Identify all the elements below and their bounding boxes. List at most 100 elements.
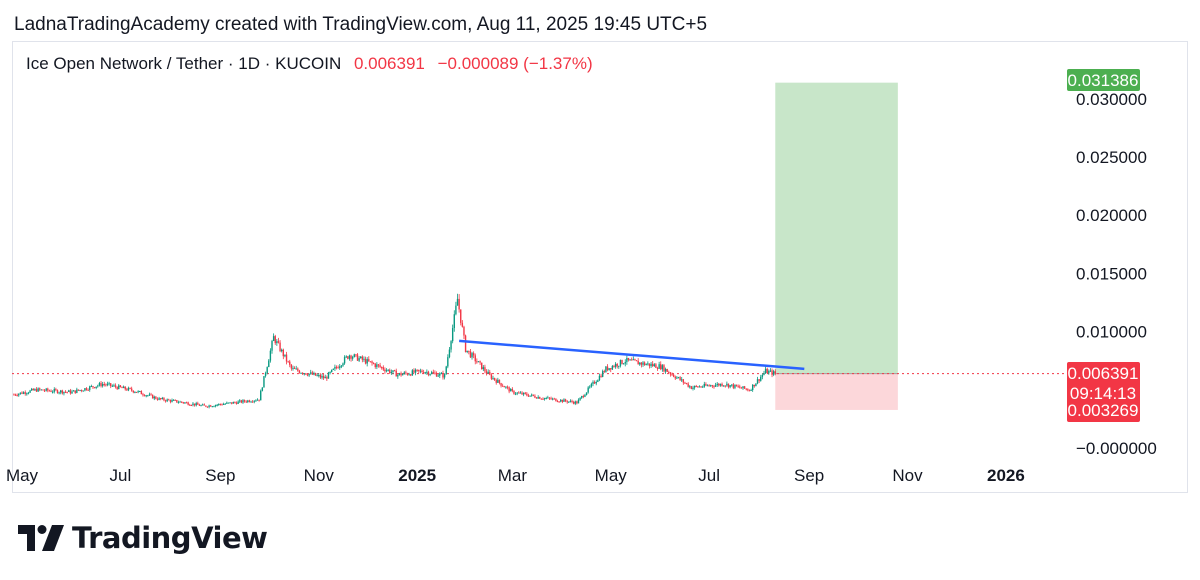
candle-body xyxy=(737,386,739,388)
candle-body xyxy=(118,385,120,390)
candle-body xyxy=(598,375,601,381)
candle-body xyxy=(742,386,744,389)
candle-body xyxy=(174,399,176,401)
candle-body xyxy=(48,390,51,392)
candle-body xyxy=(664,368,667,372)
candle-body xyxy=(734,384,736,388)
candle-body xyxy=(124,386,126,390)
candle-body xyxy=(547,397,549,399)
stop-zone[interactable] xyxy=(775,373,898,410)
candle-body xyxy=(411,370,414,376)
candle-body xyxy=(729,385,731,388)
x-tick-label: Nov xyxy=(304,466,335,485)
candle-body xyxy=(363,358,365,360)
candle-body xyxy=(113,385,115,387)
candle-body xyxy=(542,398,544,400)
candle-body xyxy=(587,387,589,393)
candle-body xyxy=(361,356,364,360)
candle-body xyxy=(193,403,196,406)
candle-body xyxy=(627,357,630,361)
candle-body xyxy=(421,370,423,373)
candle-body xyxy=(100,383,102,387)
candle-body xyxy=(434,372,436,374)
candle-body xyxy=(492,377,494,379)
candle-body xyxy=(451,328,454,342)
candle-body xyxy=(682,379,685,383)
candle-body xyxy=(440,373,443,375)
candle-body xyxy=(443,374,446,378)
candle-body xyxy=(16,395,18,397)
candle-body xyxy=(503,386,505,388)
candle-body xyxy=(569,400,572,402)
candle-body xyxy=(469,351,472,358)
candle-body xyxy=(135,391,138,393)
candle-body xyxy=(171,400,173,402)
candle-body xyxy=(37,388,39,392)
target-zone[interactable] xyxy=(775,82,898,374)
candle-body xyxy=(380,366,383,368)
candle-body xyxy=(74,390,76,393)
candle-body xyxy=(314,372,317,376)
candle-body xyxy=(69,390,72,394)
candle-body xyxy=(89,386,91,390)
candle-body xyxy=(182,402,184,404)
candle-body xyxy=(661,365,664,370)
candle-body xyxy=(389,369,391,373)
candle-body xyxy=(82,390,84,392)
candle-body xyxy=(545,398,547,400)
candle-body xyxy=(360,356,362,359)
candle-body xyxy=(485,371,488,374)
candle-body xyxy=(379,365,381,367)
candle-body xyxy=(347,356,349,359)
candle-body xyxy=(635,360,638,362)
candle-body xyxy=(95,386,97,388)
candle-body xyxy=(431,372,433,374)
candle-body xyxy=(187,402,189,405)
candle-body xyxy=(298,370,301,373)
candle-body xyxy=(679,377,681,381)
candle-body xyxy=(568,401,570,403)
candle-body xyxy=(285,354,288,362)
candle-body xyxy=(35,389,38,392)
candle-body xyxy=(51,391,54,393)
candle-body xyxy=(524,392,526,394)
candle-body xyxy=(651,363,654,367)
candle-body xyxy=(305,373,307,375)
candle-body xyxy=(526,393,528,396)
resistance-trendline[interactable] xyxy=(459,339,805,371)
candle-body xyxy=(279,342,281,352)
candle-body xyxy=(316,375,318,377)
candle-body xyxy=(184,402,186,404)
tradingview-logo[interactable]: TradingView xyxy=(18,518,268,558)
candle-body xyxy=(493,377,496,380)
candle-body xyxy=(177,402,180,404)
candles xyxy=(13,293,776,409)
candle-body xyxy=(677,377,680,379)
candle-body xyxy=(666,368,668,372)
candle-body xyxy=(458,298,460,310)
candle-body xyxy=(180,401,183,403)
candle-body xyxy=(301,372,304,374)
symbol-legend[interactable]: Ice Open Network / Tether · 1D · KUCOIN … xyxy=(26,54,593,74)
chart-panel[interactable] xyxy=(12,41,1188,493)
candle-body xyxy=(484,367,486,372)
candle-body xyxy=(763,372,765,375)
candle-body xyxy=(64,391,67,393)
candle-body xyxy=(248,400,251,402)
candle-body xyxy=(698,386,701,388)
candle-body xyxy=(622,363,625,365)
candle-body xyxy=(732,384,735,388)
candle-body xyxy=(448,349,451,358)
candle-body xyxy=(343,357,346,364)
candle-body xyxy=(385,370,388,372)
candle-body xyxy=(350,355,352,359)
candle-body xyxy=(745,388,747,390)
candle-body xyxy=(553,398,555,400)
candle-body xyxy=(197,403,199,405)
candle-body xyxy=(500,382,502,386)
candle-body xyxy=(579,397,581,400)
candle-body xyxy=(77,389,80,391)
candle-body xyxy=(280,349,283,352)
candle-body xyxy=(718,383,720,386)
